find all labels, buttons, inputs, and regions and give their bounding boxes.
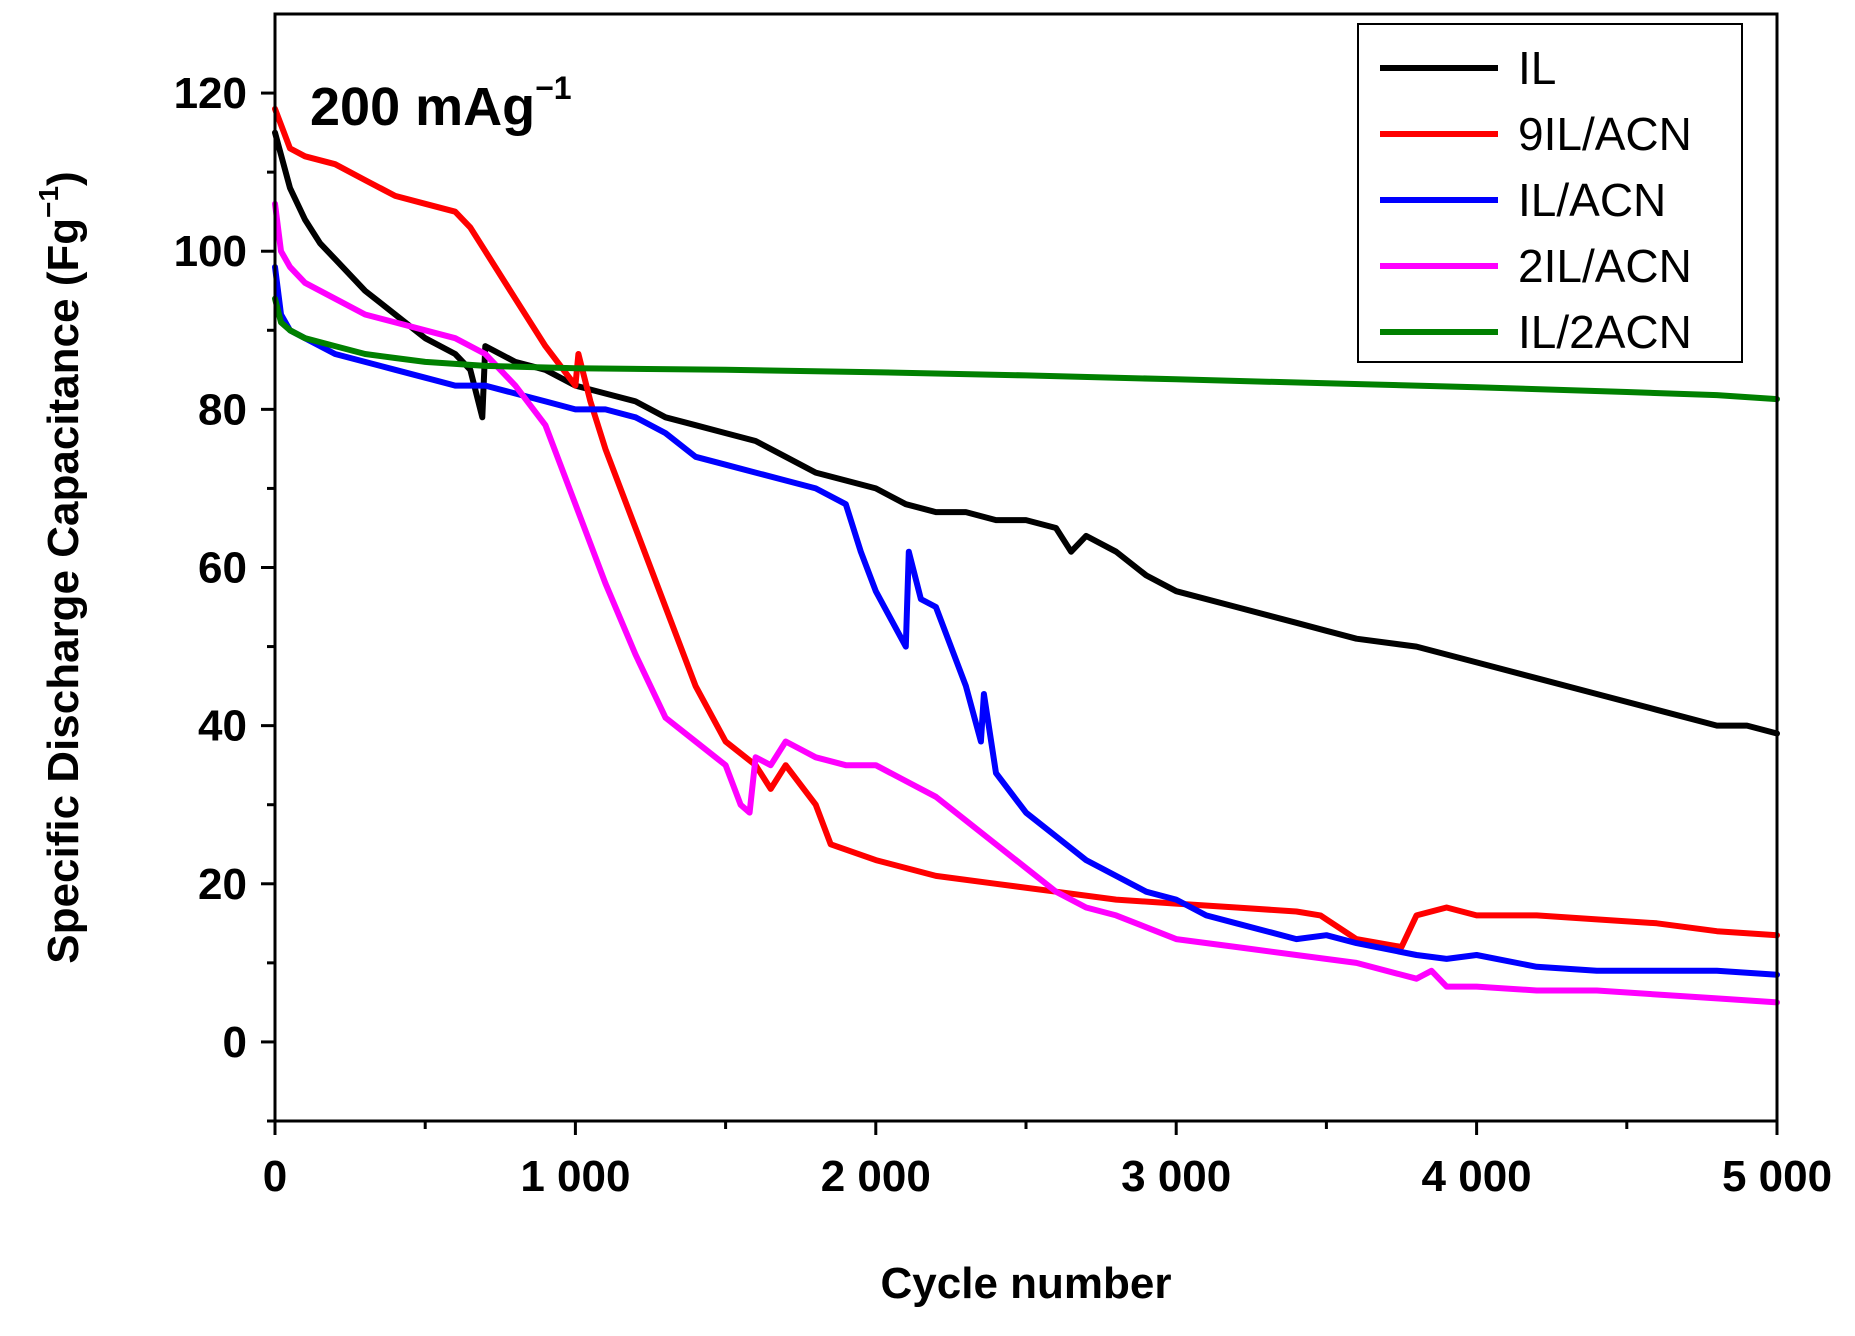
legend: IL 9IL/ACN IL/ACN 2IL/ACN IL/2ACN [1357,23,1743,363]
annotation-sup: −1 [535,70,571,106]
y-axis-ticks: 0 20 40 60 80 100 120 [174,69,275,1123]
legend-label-0: IL [1518,42,1556,94]
legend-label-4: IL/2ACN [1518,306,1692,358]
series-layer [272,105,1780,1006]
annotation-main: 200 mAg [310,77,535,137]
series-line-1 [272,105,1780,950]
y-axis-title: Specific Discharge Capacitance (Fg−1) [33,171,88,963]
y-tick-label: 100 [174,227,247,276]
y-tick-label: 20 [198,860,247,909]
x-axis-ticks: 0 1 000 2 000 3 000 4 000 5 000 [263,1121,1832,1201]
x-tick-label: 2 000 [821,1152,931,1201]
x-tick-label: 4 000 [1422,1152,1532,1201]
y-axis-title-main: Specific Discharge Capacitance (Fg [39,218,88,964]
x-axis-title: Cycle number [881,1259,1172,1308]
y-tick-label: 80 [198,385,247,434]
legend-label-1: 9IL/ACN [1518,108,1692,160]
series-line-3 [272,200,1780,1006]
x-tick-label: 3 000 [1121,1152,1231,1201]
y-tick-label: 120 [174,69,247,118]
legend-label-3: 2IL/ACN [1518,240,1692,292]
series-line-0 [272,129,1780,737]
y-axis-title-sup: −1 [33,186,64,218]
x-tick-label: 5 000 [1722,1152,1832,1201]
y-tick-label: 40 [198,702,247,751]
y-tick-label: 60 [198,544,247,593]
y-tick-label: 0 [223,1018,247,1067]
x-tick-label: 0 [263,1152,287,1201]
series-line-2 [272,264,1780,978]
y-axis-title-close: ) [39,171,88,186]
x-tick-label: 1 000 [520,1152,630,1201]
series-line-4 [272,295,1780,403]
legend-label-2: IL/ACN [1518,174,1666,226]
current-density-annotation: 200 mAg−1 [310,70,572,137]
legend-box [1357,23,1743,363]
